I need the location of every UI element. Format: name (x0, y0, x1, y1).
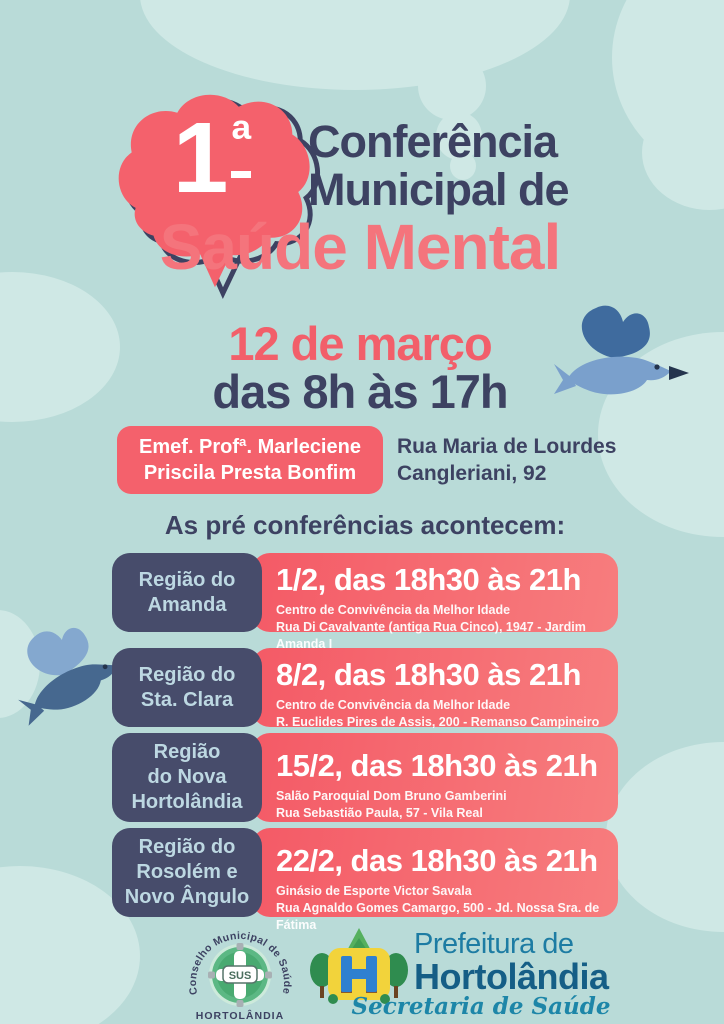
venue-row: Emef. Profª. Marleciene Priscila Presta … (117, 426, 616, 494)
preconference-heading: As pré conferências acontecem: (164, 510, 566, 540)
council-city-label: HORTOLÂNDIA (196, 1009, 284, 1022)
title-line-1: Conferência (308, 116, 558, 167)
event-region-badge: Região do Sta. Clara (112, 648, 262, 727)
event-datetime: 22/2, das 18h30 às 21h (276, 843, 598, 878)
event-region-badge: Região do Amanda (112, 553, 262, 632)
event-place: Centro de Convivência da Melhor Idade (276, 698, 511, 712)
cloud-shape (140, 0, 570, 90)
event-address: Rua Sebastião Paula, 57 - Vila Real (276, 805, 483, 820)
event-details-card: 8/2, das 18h30 às 21h Centro de Convivên… (252, 648, 618, 729)
event-address: Rua Di Cavalvante (antiga Rua Cinco), 19… (276, 619, 586, 651)
bird-icon (18, 627, 130, 726)
event-datetime: 1/2, das 18h30 às 21h (276, 562, 581, 597)
event-details-card: 22/2, das 18h30 às 21h Ginásio de Esport… (252, 828, 618, 932)
edition-number: 1 (172, 102, 229, 214)
edition-ordinal: ª (231, 113, 252, 178)
title-line-2: Municipal de (308, 164, 570, 215)
event-place: Ginásio de Esporte Victor Savala (276, 884, 472, 898)
cloud-shape (418, 52, 486, 120)
event-datetime: 8/2, das 18h30 às 21h (276, 657, 581, 692)
event-address: Rua Agnaldo Gomes Camargo, 500 - Jd. Nos… (276, 900, 600, 932)
event-datetime: 15/2, das 18h30 às 21h (276, 748, 598, 783)
event-row: 8/2, das 18h30 às 21h Centro de Convivên… (112, 648, 618, 729)
event-region-label: Região do Nova Hortolândia (131, 741, 243, 813)
venue-name-badge: Emef. Profª. Marleciene Priscila Presta … (117, 426, 383, 494)
event-place: Centro de Convivência da Melhor Idade (276, 603, 511, 617)
event-region-badge: Região do Nova Hortolândia (112, 733, 262, 822)
prefecture-line-2: Hortolândia (414, 956, 609, 997)
event-region-label: Região do Rosolém e Novo Ângulo (124, 836, 250, 908)
cloud-shape (450, 152, 476, 180)
event-address: R. Euclides Pires de Assis, 200 - Remans… (276, 714, 600, 729)
event-row: 1/2, das 18h30 às 21h Centro de Convivên… (112, 553, 618, 651)
edition-badge: 1ª (132, 108, 292, 212)
event-region-label: Região do Amanda (138, 568, 236, 616)
event-time-range: das 8h às 17h (212, 365, 508, 418)
sus-council-logo: Conselho Municipal de Saúde SUS HORTOLÂN… (187, 930, 293, 1022)
event-place: Salão Paroquial Dom Bruno Gamberini (276, 789, 507, 803)
title-line-3: Saúde Mental (159, 211, 562, 283)
event-region-badge: Região do Rosolém e Novo Ângulo (112, 828, 262, 917)
event-region-label: Região do Sta. Clara (138, 663, 236, 711)
event-row: 15/2, das 18h30 às 21h Salão Paroquial D… (112, 733, 618, 822)
cloud-shape (606, 742, 724, 932)
brain-speech-icon: 1ª (98, 80, 326, 312)
prefecture-line-1: Prefeitura de (414, 928, 574, 960)
event-details-card: 1/2, das 18h30 às 21h Centro de Convivên… (252, 553, 618, 651)
event-row: 22/2, das 18h30 às 21h Ginásio de Esport… (112, 828, 618, 932)
prefecture-department: Secretaria de Saúde (351, 993, 611, 1020)
event-details-card: 15/2, das 18h30 às 21h Salão Paroquial D… (252, 733, 618, 822)
bird-icon (554, 305, 689, 395)
event-date: 12 de março (228, 317, 492, 370)
prefecture-logo (310, 928, 408, 1004)
venue-address: Rua Maria de Lourdes Cangleriani, 92 (397, 434, 617, 485)
sus-label: SUS (229, 970, 252, 982)
